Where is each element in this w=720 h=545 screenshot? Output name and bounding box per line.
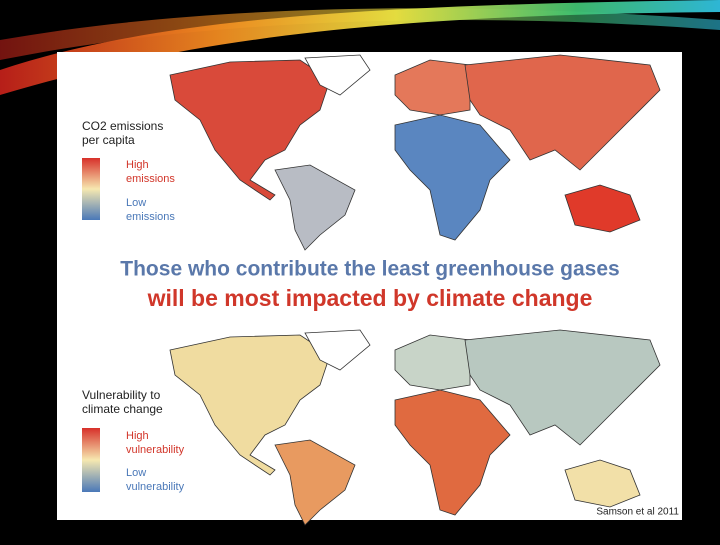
legend-title: Vulnerability to [82,388,161,402]
legend-scale [82,428,100,492]
legend-title: per capita [82,133,135,147]
citation: Samson et al 2011 [596,507,679,518]
legend-scale [82,158,100,220]
legend-high: vulnerability [126,444,185,456]
legend-high: High [126,430,149,442]
legend-low: Low [126,197,146,209]
legend-high: emissions [126,173,175,185]
legend-low: emissions [126,211,175,223]
legend-title: CO2 emissions [82,119,163,133]
legend-high: High [126,159,149,171]
legend-low: vulnerability [126,481,185,493]
decor-swoosh [0,0,720,95]
legend-low: Low [126,467,146,479]
headline: will be most impacted by climate change [147,285,593,311]
headline: Those who contribute the least greenhous… [120,258,619,281]
legend-title: climate change [82,402,163,416]
